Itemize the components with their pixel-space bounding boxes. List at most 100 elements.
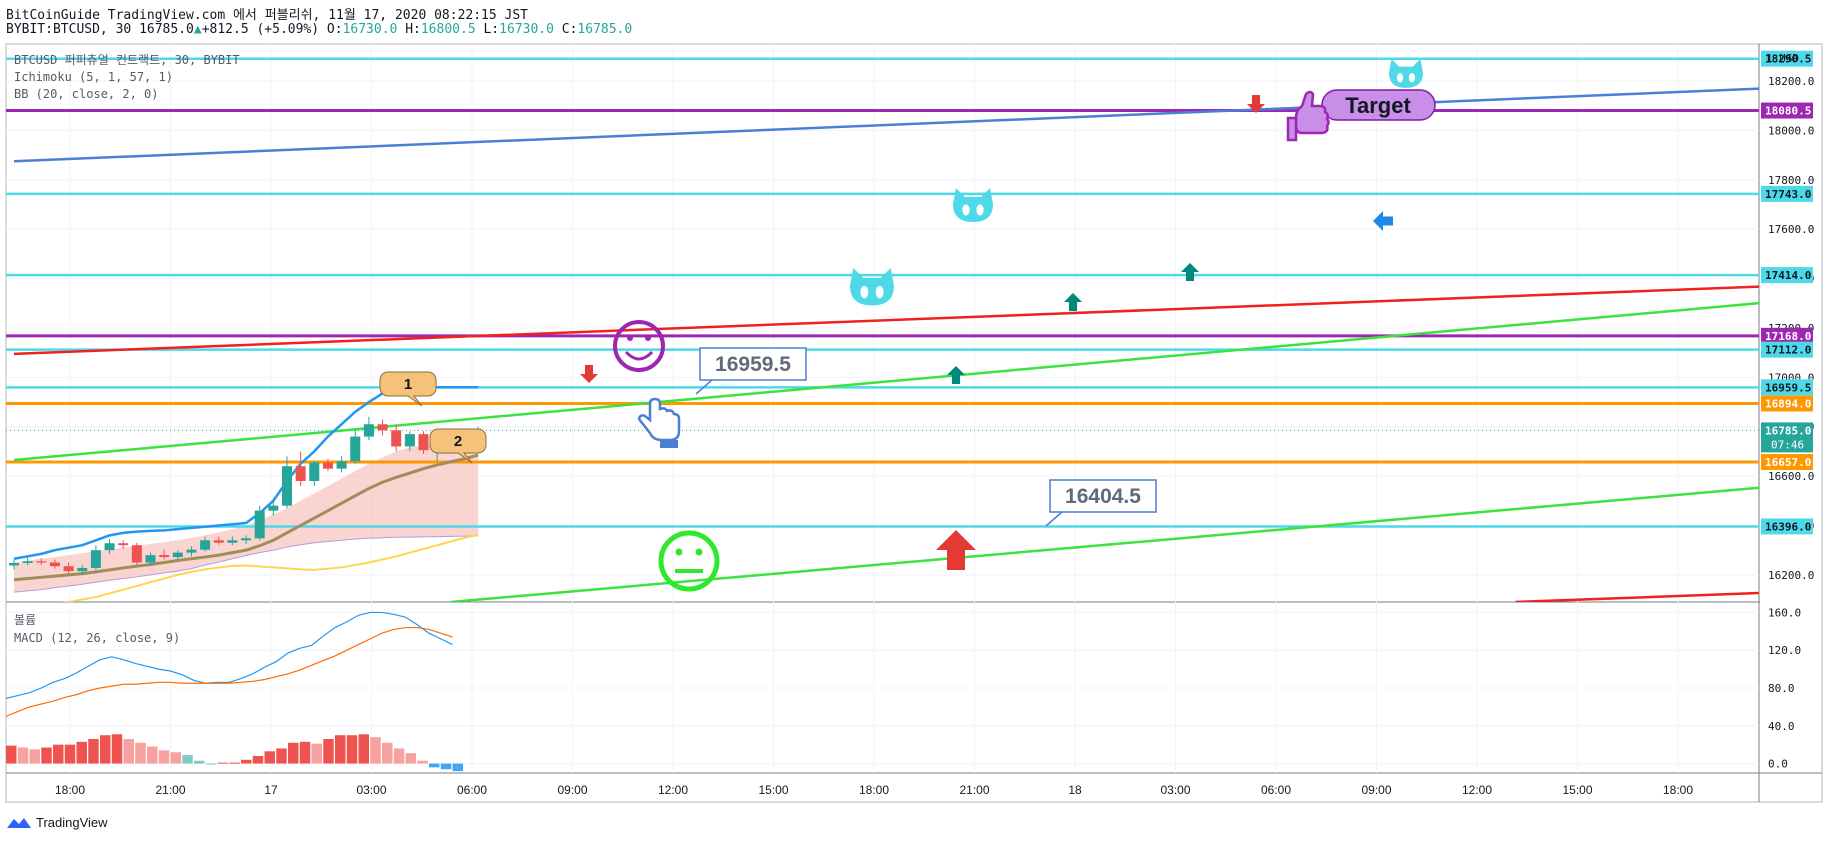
macd-histogram-bar [76,741,87,764]
macd-histogram-bar [358,734,369,764]
time-tick-label: 03:00 [356,783,386,797]
up-triangle-icon: ▲ [193,22,202,37]
macd-tick-label: 40.0 [1768,720,1795,733]
bar-countdown: 07:46 [1771,438,1804,451]
level-tag-bg [1761,185,1813,202]
low-label: L: [483,22,500,37]
trendline-3 [450,486,1759,602]
level-tag-bg [1761,518,1813,535]
candle-body [77,567,88,572]
time-tick-label: 18:00 [1663,783,1693,797]
trendline-0 [13,87,1759,163]
callout-1: 1 [404,376,412,393]
candle-body [49,562,60,567]
price-tick-label: 16600.0 [1768,470,1814,483]
candle-body [268,505,279,511]
high-label: H: [405,22,421,37]
macd-histogram-bar [417,760,428,764]
level-tag-bg [1761,327,1813,344]
tradingview-logo-icon [7,817,31,828]
up-arrow-icon [1181,263,1199,281]
candle-body [363,424,374,437]
macd-histogram-bar [6,745,17,764]
candle-body [241,538,252,541]
ichimoku-cloud [14,434,479,593]
candle-body [159,555,170,558]
cat-icon-eye [976,204,984,216]
symbol-ohlc-bar: BYBIT:BTCUSD, 30 16785.0▲+812.5 (+5.09%)… [6,22,632,37]
price-change: +812.5 (+5.09%) [201,22,320,37]
macd-histogram-bar [264,751,275,764]
level-tag-bg [1761,454,1813,471]
footer: TradingView [6,815,108,830]
legend-title: BTCUSD 퍼피츄얼 컨트랙트, 30, BYBIT [14,53,240,67]
macd-histogram-bar [41,747,52,764]
price-label-16959: 16959.5 [715,353,791,376]
macd-histogram-bar [452,763,463,772]
macd-histogram-bar [135,742,146,764]
legend-macd: MACD (12, 26, close, 9) [14,631,180,645]
time-tick-label: 18:00 [55,783,85,797]
cat-icon-eye [1408,72,1416,83]
price-label-16404-box [1049,479,1157,513]
target-label: Target [1345,93,1411,118]
candle-body [213,540,224,543]
publish-info: BitCoinGuide TradingView.com 에서 퍼블리쉬, 11… [6,8,529,23]
macd-histogram-bar [323,739,334,764]
macd-histogram-bar [241,759,252,764]
macd-tick-label: 120.0 [1768,644,1801,657]
trendline-4 [1515,591,1759,602]
grid [6,44,1759,773]
candle-body [104,543,115,551]
macd-histogram-bar [311,743,322,764]
time-tick-label: 21:00 [155,783,185,797]
macd-histogram-bar [335,735,346,764]
level-tag-18080.5: 18080.5 [1765,105,1811,118]
cat-icon [1389,59,1423,88]
trendline-1 [13,285,1759,356]
candle-body [90,550,101,568]
level-tag-16396.0: 16396.0 [1765,520,1811,533]
candle-body [282,466,292,506]
cat-icon [850,268,894,306]
candle-body [254,510,265,539]
open-label: O: [326,22,343,37]
smiley-eye [627,335,633,341]
currency-label: 1 USD [1766,52,1799,65]
smiley-mouth [624,350,654,361]
macd-histogram-bar [29,749,40,764]
candle-body [36,561,47,563]
candle-body [145,555,156,563]
main-pane[interactable] [6,57,1828,612]
macd-histogram-bar [64,744,76,764]
signal-line [6,626,453,717]
down-arrow-icon [580,365,598,383]
macd-histogram-bar [429,763,440,768]
close-label: C: [561,22,578,37]
smiley-face-icon [613,320,665,372]
level-tag-17112.0: 17112.0 [1765,344,1811,357]
macd-histogram-bar [17,747,29,764]
candle-body [227,540,238,543]
time-tick-label: 18:00 [859,783,889,797]
candle-body [377,424,388,431]
legend: BTCUSD 퍼피츄얼 컨트랙트, 30, BYBIT Ichimoku (5,… [14,53,240,645]
candle-body [186,549,197,553]
macd-histogram-bar [205,763,217,765]
cat-icon-eye [962,204,970,216]
macd-histogram-bar [111,734,123,764]
macd-histogram-bar [100,735,111,764]
price-label-16404-pointer [1045,511,1063,527]
down-arrow-icon [1247,95,1265,113]
level-tag-bg [1761,267,1813,284]
macd-histogram-bar [88,739,99,764]
macd-pane[interactable] [6,611,463,772]
macd-histogram-bar [382,742,393,764]
callout-2-bubble [429,428,487,464]
macd-histogram-bar [147,746,158,764]
trendline-2 [13,301,1759,462]
time-tick-label: 18 [1068,783,1082,797]
candle-body [418,434,429,451]
cat-icon-eye [860,286,869,299]
